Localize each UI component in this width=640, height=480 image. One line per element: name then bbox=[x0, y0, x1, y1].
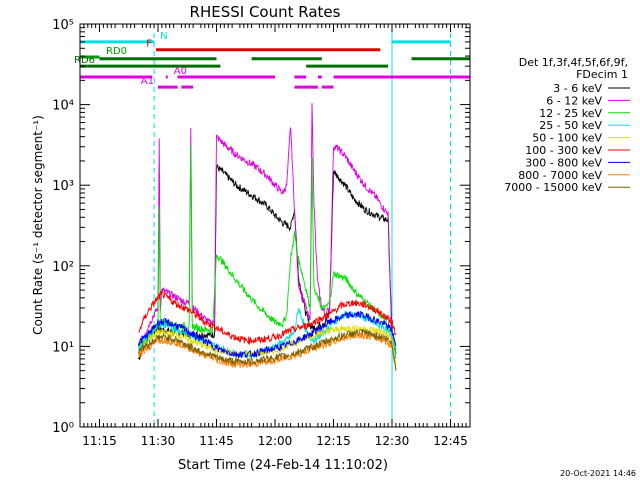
annotation-label-a0: A0 bbox=[174, 66, 187, 77]
series-1-line bbox=[138, 103, 397, 359]
x-tick-label-3: 12:00 bbox=[258, 434, 293, 448]
plot-frame bbox=[79, 23, 471, 428]
y-tick-label-1: 10¹ bbox=[52, 340, 74, 355]
legend-label-3: 25 - 50 keV bbox=[539, 119, 602, 132]
chart-title: RHESSI Count Rates bbox=[190, 3, 341, 21]
x-tick-label-2: 11:45 bbox=[199, 434, 234, 448]
series-6-line bbox=[138, 310, 397, 359]
annotation-label-rd0: RD0 bbox=[106, 46, 127, 57]
annotation-label-n: N bbox=[160, 31, 167, 42]
legend-label-8: 7000 - 15000 keV bbox=[504, 181, 602, 194]
y-tick-label-2: 10² bbox=[52, 260, 74, 275]
legend-label-7: 800 - 7000 keV bbox=[518, 169, 602, 182]
annotation-bars: NF RD0 RD6 A0 A1 bbox=[74, 31, 470, 89]
x-axis-label: Start Time (24-Feb-14 11:10:02) bbox=[178, 458, 388, 473]
legend-label-0: 3 - 6 keV bbox=[553, 82, 602, 95]
x-tick-label-6: 12:45 bbox=[433, 434, 468, 448]
legend-label-2: 12 - 25 keV bbox=[539, 107, 602, 120]
y-axis-label: Count Rate (s⁻¹ detector segment⁻¹) bbox=[31, 115, 45, 335]
series-8-line bbox=[138, 328, 397, 371]
vertical-markers bbox=[79, 24, 451, 427]
timestamp: 20-Oct-2021 14:46 bbox=[560, 469, 636, 478]
y-tick-label-4: 10⁴ bbox=[52, 99, 74, 114]
x-tick-label-1: 11:30 bbox=[141, 434, 176, 448]
y-tick-label-5: 10⁵ bbox=[52, 18, 74, 33]
y-tick-label-3: 10³ bbox=[52, 179, 74, 194]
legend: Det 1f,3f,4f,5f,6f,9f,FDecim 13 - 6 keV6… bbox=[504, 56, 630, 194]
legend-title-line-1: FDecim 1 bbox=[576, 68, 628, 81]
annotation-label-f: F bbox=[146, 39, 152, 50]
annotation-label-rd6: RD6 bbox=[74, 55, 95, 66]
x-tick-label-4: 12:15 bbox=[316, 434, 351, 448]
x-tick-label-5: 12:30 bbox=[375, 434, 410, 448]
legend-label-5: 100 - 300 keV bbox=[525, 144, 602, 157]
y-tick-label-0: 10⁰ bbox=[52, 421, 74, 436]
x-tick-label-0: 11:15 bbox=[82, 434, 117, 448]
axis-ticks: 11:15 11:30 11:45 12:00 12:15 12:30 12:45 10⁰ 10… bbox=[52, 18, 470, 448]
legend-label-6: 300 - 800 keV bbox=[525, 156, 602, 169]
annotation-label-a1: A1 bbox=[141, 76, 154, 87]
legend-label-1: 6 - 12 keV bbox=[546, 94, 602, 107]
legend-title-line-0: Det 1f,3f,4f,5f,6f,9f, bbox=[519, 56, 628, 69]
series-5-line bbox=[138, 289, 397, 346]
series-layer bbox=[138, 103, 397, 371]
legend-label-4: 50 - 100 keV bbox=[532, 132, 602, 145]
